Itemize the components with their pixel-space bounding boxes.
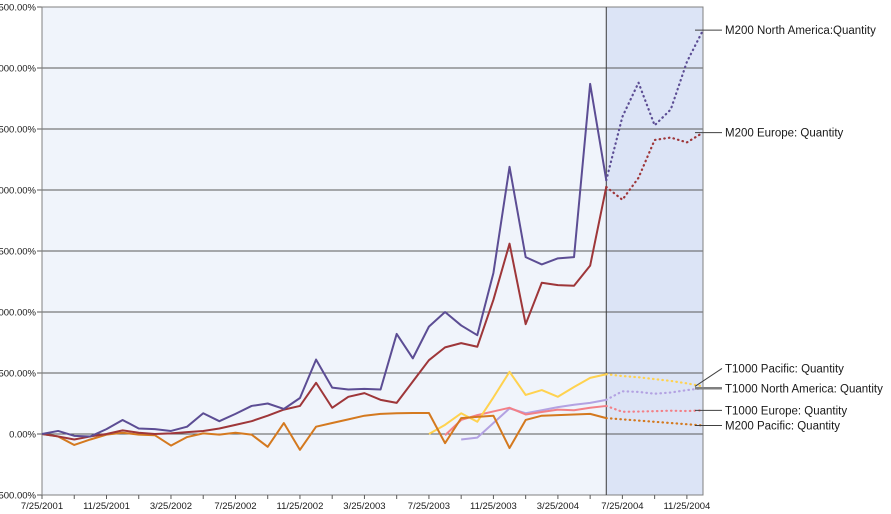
series-line-forecast-dotted <box>605 131 705 201</box>
x-axis-label: 11/25/2004 <box>663 501 710 512</box>
callout-leader-line <box>694 368 723 387</box>
y-axis-label: 2500.00% <box>0 125 37 136</box>
x-axis-label: 7/25/2001 <box>21 501 63 512</box>
series-line-solid <box>41 412 607 451</box>
y-axis-label: -500.00% <box>0 491 37 502</box>
y-axis-label: 2000.00% <box>0 186 37 197</box>
y-axis-label: 3500.00% <box>0 3 37 14</box>
series-line-forecast-dotted <box>605 373 705 388</box>
x-axis-label: 11/25/2003 <box>470 501 517 512</box>
x-axis-label: 3/25/2002 <box>150 501 192 512</box>
x-axis-label: 7/25/2003 <box>408 501 450 512</box>
x-axis-label: 3/25/2004 <box>537 501 579 512</box>
series-line-solid <box>428 370 607 435</box>
series-line-solid <box>41 82 608 438</box>
y-axis-label: 1000.00% <box>0 308 37 319</box>
y-axis-label: 500.00% <box>0 369 37 380</box>
series-callout-label: M200 Europe: Quantity <box>725 128 844 140</box>
series-callout-label: M200 North America:Quantity <box>725 25 876 37</box>
series-callout-label: T1000 Europe: Quantity <box>725 405 847 417</box>
plot-border <box>41 6 704 496</box>
x-axis-label: 11/25/2001 <box>83 501 130 512</box>
x-axis-label: 7/25/2004 <box>601 501 643 512</box>
series-callout-label: T1000 North America: Quantity <box>725 383 883 395</box>
x-axis-label: 7/25/2002 <box>214 501 256 512</box>
y-axis-label: 0.00% <box>9 430 36 441</box>
series-line-forecast-dotted <box>605 387 705 401</box>
x-axis-label: 11/25/2002 <box>277 501 324 512</box>
y-axis-label: 3000.00% <box>0 64 37 75</box>
series-line-forecast-dotted <box>605 417 705 427</box>
series-line-solid <box>461 398 607 441</box>
series-line-forecast-dotted <box>605 29 705 182</box>
series-line-solid <box>41 186 608 441</box>
series-callout-label: M200 Pacific: Quantity <box>725 420 840 432</box>
y-axis-label: 1500.00% <box>0 247 37 258</box>
series-callout-label: T1000 Pacific: Quantity <box>725 363 844 375</box>
x-axis-label: 3/25/2003 <box>343 501 385 512</box>
